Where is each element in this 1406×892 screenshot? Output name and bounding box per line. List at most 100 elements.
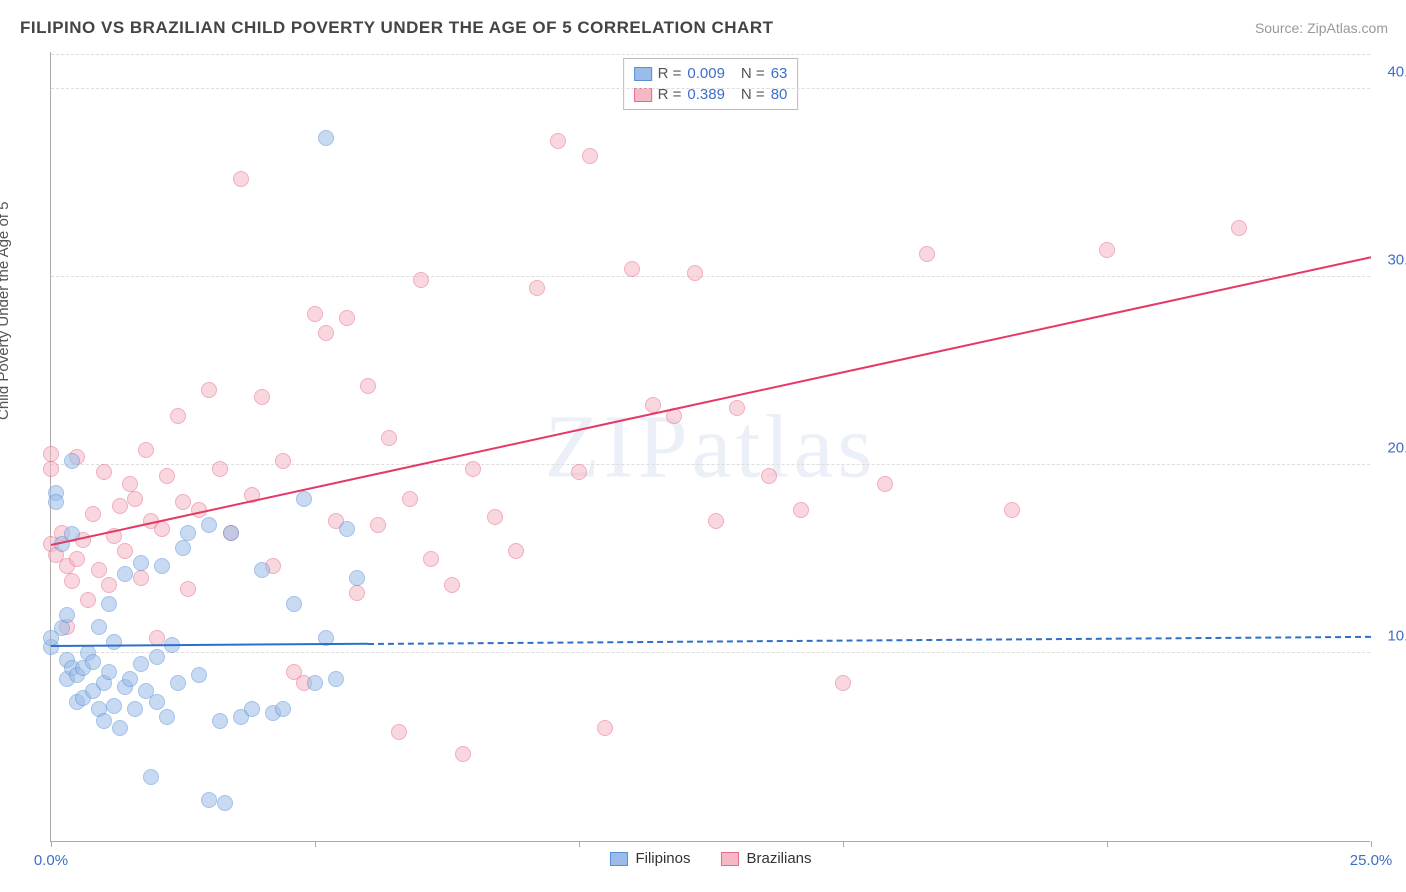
data-point-filipinos: [339, 521, 355, 537]
legend-swatch-filipinos: [634, 67, 652, 81]
legend-stats: R = 0.009 N = 63 R = 0.389 N = 80: [623, 58, 799, 110]
data-point-brazilians: [133, 570, 149, 586]
chart-container: FILIPINO VS BRAZILIAN CHILD POVERTY UNDE…: [0, 0, 1406, 892]
data-point-brazilians: [529, 280, 545, 296]
data-point-brazilians: [360, 378, 376, 394]
data-point-brazilians: [1231, 220, 1247, 236]
gridline: [51, 276, 1370, 277]
y-tick-label: 30.0%: [1387, 251, 1406, 268]
data-point-brazilians: [550, 133, 566, 149]
data-point-brazilians: [212, 461, 228, 477]
data-point-brazilians: [919, 246, 935, 262]
data-point-brazilians: [180, 581, 196, 597]
data-point-filipinos: [127, 701, 143, 717]
data-point-filipinos: [117, 566, 133, 582]
data-point-brazilians: [159, 468, 175, 484]
data-point-brazilians: [597, 720, 613, 736]
data-point-brazilians: [381, 430, 397, 446]
legend-stats-row: R = 0.009 N = 63: [634, 63, 788, 84]
data-point-brazilians: [877, 476, 893, 492]
data-point-filipinos: [122, 671, 138, 687]
x-tick-label: 25.0%: [1350, 852, 1393, 869]
data-point-filipinos: [349, 570, 365, 586]
data-point-brazilians: [117, 543, 133, 559]
data-point-brazilians: [645, 397, 661, 413]
data-point-filipinos: [154, 558, 170, 574]
data-point-filipinos: [91, 619, 107, 635]
gridline: [51, 88, 1370, 89]
data-point-brazilians: [624, 261, 640, 277]
data-point-brazilians: [339, 310, 355, 326]
data-point-brazilians: [138, 442, 154, 458]
data-point-filipinos: [64, 453, 80, 469]
data-point-brazilians: [465, 461, 481, 477]
data-point-filipinos: [286, 596, 302, 612]
data-point-brazilians: [318, 325, 334, 341]
y-tick-label: 10.0%: [1387, 627, 1406, 644]
data-point-brazilians: [43, 461, 59, 477]
data-point-filipinos: [296, 491, 312, 507]
data-point-brazilians: [402, 491, 418, 507]
gridline: [51, 54, 1370, 55]
legend-n-value: 63: [771, 65, 788, 82]
data-point-brazilians: [761, 468, 777, 484]
data-point-brazilians: [455, 746, 471, 762]
trend-line-filipinos: [368, 636, 1371, 645]
x-tick-mark: [315, 841, 316, 847]
data-point-brazilians: [101, 577, 117, 593]
data-point-filipinos: [217, 795, 233, 811]
watermark: ZIPatlas: [545, 395, 877, 498]
data-point-filipinos: [212, 713, 228, 729]
data-point-filipinos: [133, 656, 149, 672]
trend-line-filipinos: [51, 643, 368, 647]
data-point-brazilians: [487, 509, 503, 525]
data-point-filipinos: [59, 607, 75, 623]
data-point-brazilians: [275, 453, 291, 469]
data-point-brazilians: [835, 675, 851, 691]
data-point-filipinos: [170, 675, 186, 691]
data-point-filipinos: [85, 654, 101, 670]
data-point-brazilians: [793, 502, 809, 518]
data-point-filipinos: [254, 562, 270, 578]
data-point-brazilians: [69, 551, 85, 567]
data-point-brazilians: [349, 585, 365, 601]
source-label: Source: ZipAtlas.com: [1255, 20, 1388, 36]
y-axis-label: Child Poverty Under the Age of 5: [0, 202, 12, 420]
x-tick-label: 0.0%: [34, 852, 68, 869]
data-point-brazilians: [170, 408, 186, 424]
data-point-brazilians: [1099, 242, 1115, 258]
trend-line-brazilians: [51, 256, 1371, 546]
y-tick-label: 40.0%: [1387, 63, 1406, 80]
x-tick-mark: [579, 841, 580, 847]
data-point-brazilians: [154, 521, 170, 537]
data-point-brazilians: [370, 517, 386, 533]
data-point-brazilians: [307, 306, 323, 322]
gridline: [51, 464, 1370, 465]
data-point-brazilians: [687, 265, 703, 281]
data-point-filipinos: [175, 540, 191, 556]
data-point-brazilians: [708, 513, 724, 529]
data-point-brazilians: [122, 476, 138, 492]
data-point-brazilians: [413, 272, 429, 288]
data-point-filipinos: [101, 596, 117, 612]
data-point-filipinos: [244, 701, 260, 717]
legend-r-value: 0.009: [687, 65, 725, 82]
data-point-filipinos: [328, 671, 344, 687]
legend-r-label: R =: [658, 65, 682, 82]
legend-item-filipinos: Filipinos: [609, 850, 690, 867]
data-point-filipinos: [201, 517, 217, 533]
x-tick-mark: [1371, 841, 1372, 847]
data-point-filipinos: [307, 675, 323, 691]
data-point-brazilians: [571, 464, 587, 480]
data-point-filipinos: [133, 555, 149, 571]
data-point-filipinos: [149, 649, 165, 665]
data-point-filipinos: [201, 792, 217, 808]
y-tick-label: 20.0%: [1387, 439, 1406, 456]
legend-label: Brazilians: [747, 850, 812, 867]
data-point-brazilians: [85, 506, 101, 522]
gridline: [51, 652, 1370, 653]
data-point-brazilians: [43, 446, 59, 462]
data-point-brazilians: [80, 592, 96, 608]
legend-swatch-filipinos: [609, 852, 627, 866]
data-point-filipinos: [112, 720, 128, 736]
